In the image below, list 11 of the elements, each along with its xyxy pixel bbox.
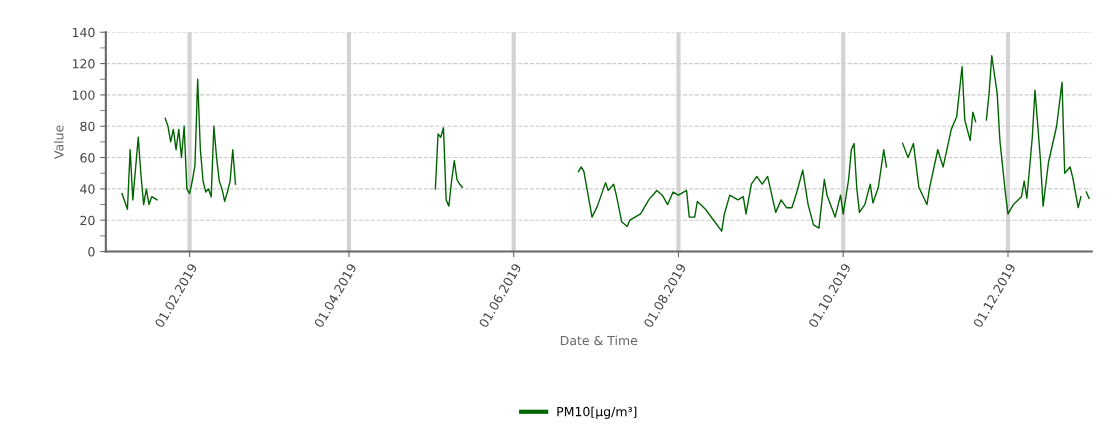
x-axis-title: Date & Time (560, 335, 638, 346)
y-tick-label: 140 (72, 27, 95, 38)
legend-label: PM10[µg/m³] (557, 406, 637, 419)
y-tick-label: 0 (88, 247, 95, 257)
y-tick-label: 40 (80, 184, 95, 194)
y-tick-label: 80 (80, 121, 95, 132)
y-tick-label: 100 (72, 90, 95, 100)
y-tick-label: 120 (72, 59, 95, 69)
y-tick-label: 20 (80, 215, 95, 226)
y-tick-label: 60 (80, 153, 95, 163)
y-axis-title: Value (53, 125, 64, 159)
